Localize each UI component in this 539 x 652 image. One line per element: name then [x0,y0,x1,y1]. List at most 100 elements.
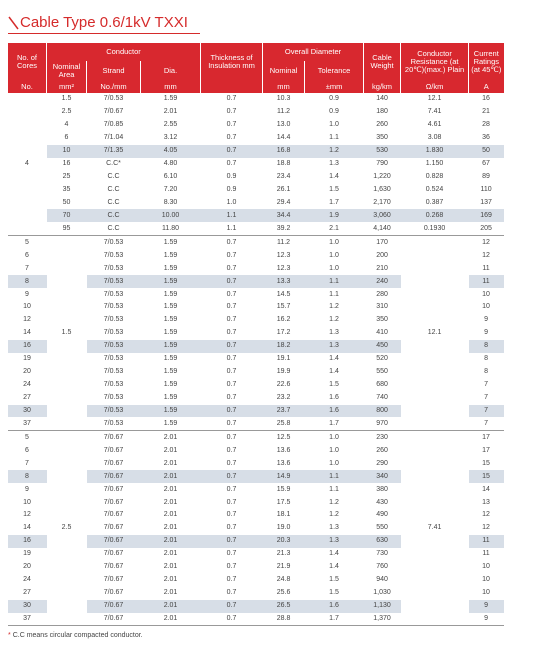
cell: 1.3 [304,534,364,548]
row: 5 1.5 7/0.53 1.59 0.7 11.2 1.0 170 12.1 12 [8,235,504,432]
cell: 7/0.67 [103,108,124,116]
cell: 7/0.53 [103,329,124,337]
cell: 18.8 [276,160,291,168]
cell: 11 [468,534,504,548]
cell: 1,030 [373,589,391,597]
unit: ±mm [304,81,364,93]
cell: 0.7 [226,550,237,558]
cell: 0.7 [226,394,237,402]
cell: 7/0.53 [103,316,124,324]
unit: No. [7,81,47,93]
cell: 19.0 [276,524,291,532]
row: 35 C.C 7.20 0.9 26.1 1.5 1,630 0.524 110 [8,184,504,197]
cell: 0.7 [226,524,237,532]
cell: 0.7 [226,108,237,116]
cell: 1.59 [163,290,178,298]
cell: 20 [23,563,31,571]
cell: 0.7 [226,121,237,129]
header: Thickness of Insulation mm [200,43,263,81]
cell: 7/0.67 [103,524,124,532]
cell: 1,370 [363,612,401,627]
unit: Ω/km [400,81,469,93]
cell: 730 [376,550,388,558]
cell: 0.524 [425,186,444,194]
cell: 50 [468,144,504,158]
cell: 2.01 [163,485,178,493]
cell: 0.7 [200,612,263,627]
row: 70 C.C 10.00 1.1 34.4 1.9 3,060 0.268 169 [8,209,504,223]
cell: 50 [62,198,71,206]
cell: 0.7 [226,446,237,454]
cell: 11 [482,264,490,272]
cell: 1.1 [200,222,263,237]
cell: 89 [482,173,490,181]
cell: 36 [482,134,490,142]
row: 16 7/0.67 2.01 0.7 20.3 1.3 630 11 [7,534,504,548]
cell: 37 [7,417,47,432]
cell: 10.00 [140,209,201,223]
header: Strand [86,61,141,81]
cell: 17.2 [276,329,291,337]
cell: 20.3 [262,534,305,548]
cell: 1.4 [329,368,339,376]
cell: 4,140 [363,222,401,237]
cell: 25 [62,173,71,181]
cell: 0.9 [226,186,237,194]
cell: 1.1 [304,470,364,484]
header: Tolerance [304,61,364,81]
unit: A [468,81,504,93]
cell: 0.7 [226,303,237,311]
cell: 0.7 [200,534,263,548]
cell: 7/0.53 [103,394,124,402]
row: 12 7/0.53 1.59 0.7 16.2 1.2 350 9 [8,314,504,327]
cell: 0.7 [226,459,237,467]
cell: 23.4 [276,173,291,181]
row: 5 2.5 7/0.67 2.01 0.7 12.5 1.0 230 7.41 17 [8,430,504,627]
cell: 2.5 [46,430,87,627]
row: 4 7/0.85 2.55 0.7 13.0 1.0 260 4.61 28 [8,119,504,132]
cell: 11.2 [276,108,291,116]
cell: 2.01 [163,576,178,584]
cell: 28.8 [262,612,305,627]
cell: C.C [107,173,120,181]
row: 8 7/0.67 2.01 0.7 14.9 1.1 340 15 [7,470,504,484]
header: Overall Diameter [262,43,364,61]
unit: mm [139,81,201,93]
cell: 1.7 [304,612,364,627]
cell: 1.2 [329,498,339,506]
cell: 21.9 [276,563,291,571]
cell: 680 [376,381,388,389]
cell: 1.0 [226,198,237,206]
row: 6 7/1.04 3.12 0.7 14.4 1.1 350 3.08 36 [8,132,504,145]
cell: 1.59 [163,355,178,363]
cell: 14.5 [276,290,291,298]
cell: 0.7 [200,470,263,484]
cell: 0.7 [226,368,237,376]
cell: 95 [46,222,87,237]
cell: 1.5 [61,95,72,103]
cell: 410 [376,329,388,337]
cell: 2.01 [140,599,201,613]
cell: 1.0 [329,251,339,259]
cell: 0.9 [329,108,339,116]
cell: 1.59 [163,95,178,103]
cell: C.C* [106,160,121,168]
row: 19 7/0.67 2.01 0.7 21.3 1.4 730 11 [8,548,504,561]
cell: 7/0.67 [103,511,124,519]
cell: C.C [107,198,120,206]
cell: 0.7 [226,134,237,142]
cell: 940 [376,576,388,584]
cell: 2.01 [163,563,178,571]
cell: 2,170 [373,198,391,206]
cell: 67 [482,160,490,168]
cell: 205 [468,222,504,237]
cell: 7/0.67 [86,612,141,627]
row: 16 7/0.53 1.59 0.7 18.2 1.3 450 8 [7,339,504,353]
cell: 1.4 [329,355,339,363]
cell: 26.5 [262,599,305,613]
cell: 7/0.53 [103,303,124,311]
cell: 4 [64,121,69,129]
cell: 4.61 [427,121,442,129]
cell: 10 [482,589,490,597]
cell: 12 [23,316,31,324]
